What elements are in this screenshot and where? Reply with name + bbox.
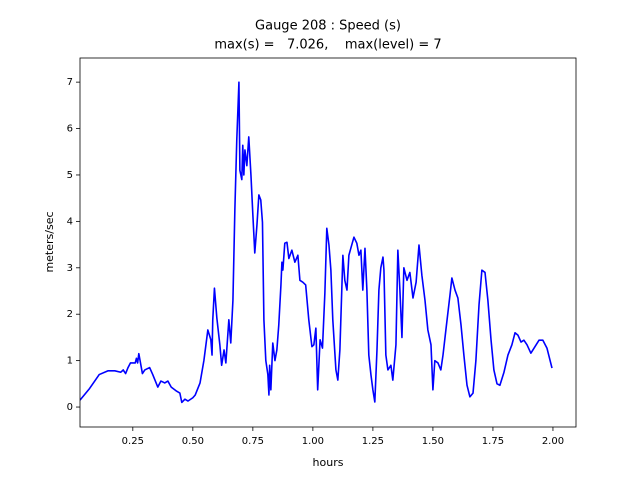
x-tick-label: 1.00 — [302, 436, 324, 447]
y-tick-label: 3 — [67, 263, 73, 274]
x-tick-label: 1.25 — [362, 436, 384, 447]
x-tick-label: 1.75 — [482, 436, 504, 447]
y-tick-label: 4 — [67, 216, 73, 227]
plot-frame — [79, 57, 577, 428]
x-tick-label: 1.50 — [422, 436, 444, 447]
x-tick-label: 0.75 — [242, 436, 264, 447]
y-tick-label: 2 — [67, 309, 73, 320]
y-tick-label: 5 — [67, 170, 73, 181]
x-tick-label: 0.25 — [122, 436, 144, 447]
y-axis-label: meters/sec — [43, 211, 56, 272]
x-tick-label: 0.50 — [182, 436, 204, 447]
y-tick-label: 1 — [67, 356, 73, 367]
y-tick-label: 7 — [67, 77, 73, 88]
data-line — [80, 81, 553, 404]
chart-subtitle: max(s) = 7.026, max(level) = 7 — [214, 38, 441, 53]
chart-title: Gauge 208 : Speed (s) — [255, 19, 401, 34]
x-axis-label: hours — [313, 456, 344, 469]
y-tick-label: 6 — [67, 124, 73, 135]
y-tick-label: 0 — [67, 402, 73, 413]
x-tick-label: 2.00 — [542, 436, 564, 447]
